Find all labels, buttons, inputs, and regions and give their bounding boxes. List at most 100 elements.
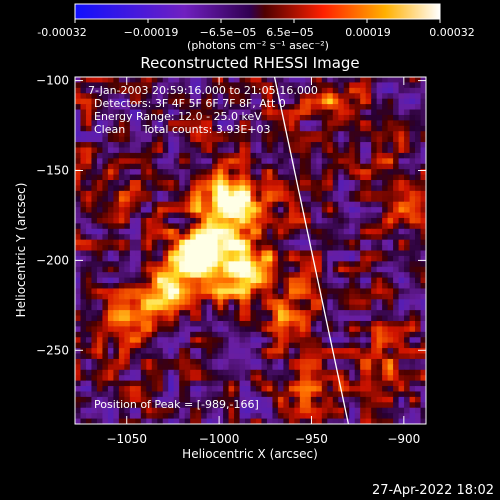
heatmap-cell <box>299 331 306 338</box>
heatmap-cell <box>404 418 411 424</box>
heatmap-cell <box>245 109 252 116</box>
heatmap-cell <box>321 353 328 360</box>
heatmap-cell <box>146 207 153 214</box>
heatmap-cell <box>245 407 252 414</box>
heatmap-cell <box>206 364 213 371</box>
heatmap-cell <box>168 353 175 360</box>
heatmap-cell <box>294 190 301 197</box>
heatmap-cell <box>124 212 131 219</box>
heatmap-cell <box>277 293 284 300</box>
heatmap-cell <box>234 152 241 159</box>
heatmap-cell <box>360 93 367 100</box>
heatmap-cell <box>140 288 147 295</box>
heatmap-cell <box>157 380 164 387</box>
heatmap-cell <box>371 201 378 208</box>
heatmap-cell <box>288 245 295 252</box>
heatmap-cell <box>305 407 312 414</box>
heatmap-cell <box>294 234 301 241</box>
heatmap-cell <box>245 315 252 322</box>
heatmap-cell <box>146 358 153 365</box>
heatmap-cell <box>129 299 136 306</box>
heatmap-cell <box>206 255 213 262</box>
heatmap-cell <box>129 142 136 149</box>
heatmap-cell <box>91 315 98 322</box>
heatmap-cell <box>349 87 356 94</box>
heatmap-cell <box>179 337 186 344</box>
heatmap-cell <box>332 277 339 284</box>
heatmap-cell <box>277 320 284 327</box>
heatmap-cell <box>151 98 158 105</box>
heatmap-cell <box>184 196 191 203</box>
heatmap-cell <box>107 185 114 192</box>
heatmap-cell <box>140 255 147 262</box>
heatmap-cell <box>376 131 383 138</box>
heatmap-cell <box>398 402 405 409</box>
heatmap-cell <box>96 169 104 176</box>
x-tick-label: −1000 <box>199 432 240 446</box>
heatmap-cell <box>85 228 93 235</box>
heatmap-cell <box>239 315 246 322</box>
heatmap-cell <box>91 272 98 279</box>
heatmap-cell <box>129 348 136 355</box>
heatmap-cell <box>261 239 268 246</box>
heatmap-cell <box>206 163 213 170</box>
heatmap-cell <box>338 142 345 149</box>
heatmap-cell <box>327 288 334 295</box>
heatmap-cell <box>146 315 153 322</box>
heatmap-cell <box>398 299 405 306</box>
heatmap-cell <box>135 250 142 257</box>
heatmap-cell <box>305 109 312 116</box>
heatmap-cell <box>255 364 263 371</box>
heatmap-cell <box>376 228 383 235</box>
heatmap-cell <box>190 190 197 197</box>
heatmap-cell <box>85 293 93 300</box>
heatmap-cell <box>338 320 345 327</box>
heatmap-cell <box>245 364 252 371</box>
heatmap-cell <box>338 407 345 414</box>
heatmap-cell <box>261 185 268 192</box>
heatmap-cell <box>140 380 147 387</box>
heatmap-cell <box>228 299 235 306</box>
heatmap-cell <box>129 196 136 203</box>
heatmap-cell <box>288 272 295 279</box>
heatmap-cell <box>118 196 125 203</box>
heatmap-cell <box>162 245 169 252</box>
heatmap-cell <box>184 82 191 89</box>
heatmap-cell <box>272 234 279 241</box>
heatmap-cell <box>206 353 213 360</box>
heatmap-cell <box>190 104 197 111</box>
heatmap-cell <box>266 163 274 170</box>
heatmap-cell <box>206 277 213 284</box>
heatmap-cell <box>157 255 164 262</box>
heatmap-cell <box>382 250 389 257</box>
heatmap-cell <box>80 196 87 203</box>
heatmap-cell <box>212 142 219 149</box>
heatmap-cell <box>332 180 339 187</box>
heatmap-cell <box>146 331 153 338</box>
heatmap-cell <box>173 299 180 306</box>
heatmap-cell <box>393 196 400 203</box>
heatmap-cell <box>201 391 208 398</box>
heatmap-cell <box>415 228 422 235</box>
heatmap-cell <box>107 261 114 268</box>
heatmap-cell <box>118 413 125 420</box>
heatmap-cell <box>371 87 378 94</box>
heatmap-cell <box>277 109 284 116</box>
heatmap-cell <box>75 299 82 306</box>
heatmap-cell <box>80 158 87 165</box>
heatmap-cell <box>387 396 394 403</box>
heatmap-cell <box>173 375 180 382</box>
heatmap-cell <box>124 315 131 322</box>
heatmap-cell <box>179 396 186 403</box>
heatmap-cell <box>223 217 230 224</box>
heatmap-cell <box>327 234 334 241</box>
heatmap-cell <box>102 190 109 197</box>
heatmap-cell <box>173 266 180 273</box>
heatmap-cell <box>415 212 422 219</box>
heatmap-cell <box>283 396 290 403</box>
heatmap-cell <box>376 185 383 192</box>
heatmap-cell <box>255 342 263 349</box>
heatmap-cell <box>382 353 389 360</box>
heatmap-cell <box>277 353 284 360</box>
heatmap-cell <box>393 77 400 84</box>
